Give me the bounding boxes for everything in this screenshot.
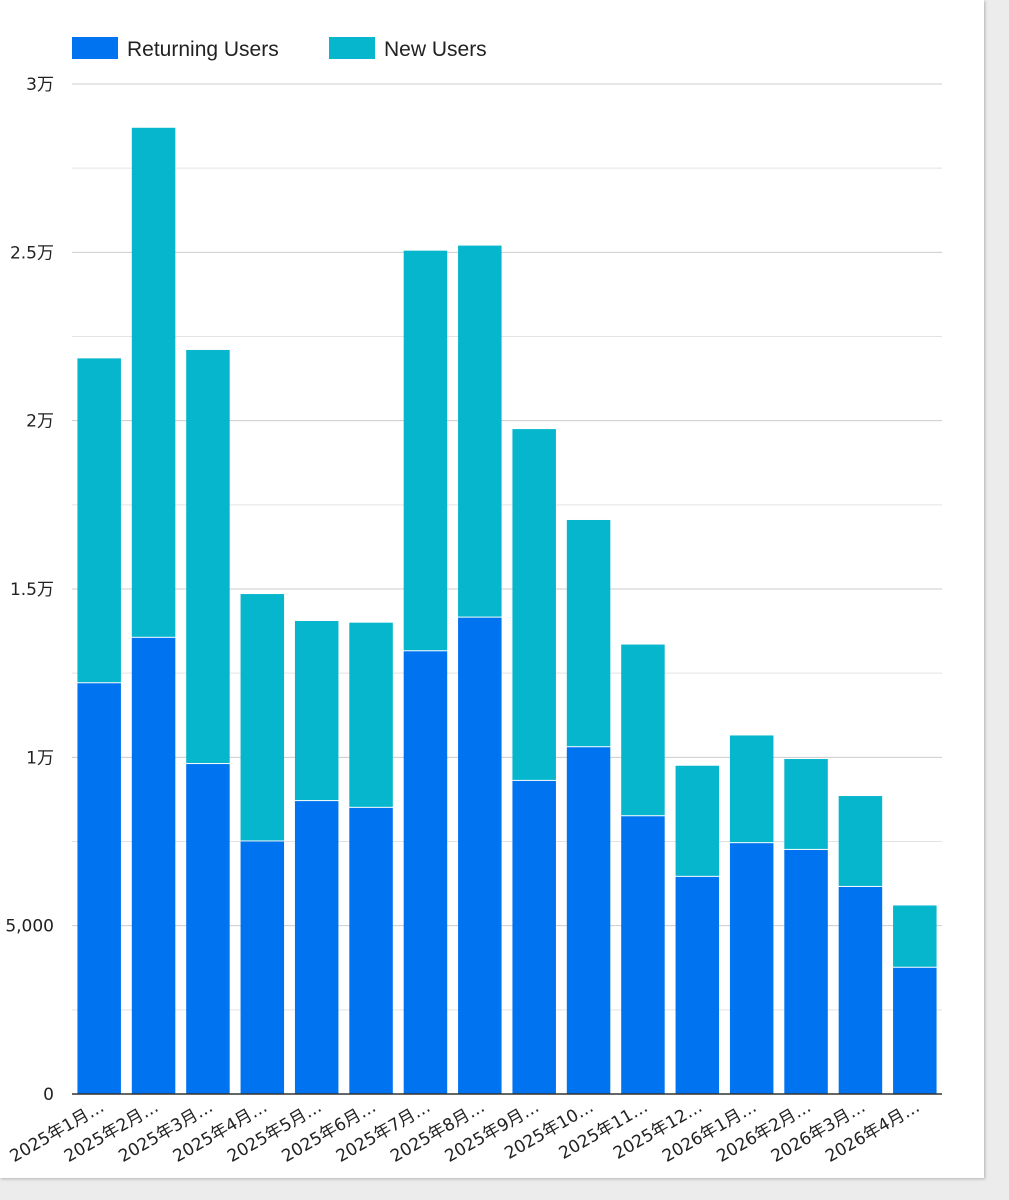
bar-new-users[interactable] (893, 905, 937, 967)
stacked-bar-chart: 05,0001万1.5万2万2.5万3万2025年1月…2025年2月…2025… (5, 37, 942, 1167)
y-tick-label: 1.5万 (10, 580, 54, 600)
legend-label-new-users[interactable]: New Users (384, 38, 487, 61)
bar-returning-users[interactable] (349, 807, 393, 1094)
bar-new-users[interactable] (349, 622, 393, 807)
bar-new-users[interactable] (403, 250, 448, 651)
bar-returning-users[interactable] (294, 801, 339, 1094)
bar-new-users[interactable] (675, 765, 720, 876)
legend-swatch-new-users[interactable] (329, 37, 375, 59)
bar-new-users[interactable] (131, 127, 176, 637)
bar-new-users[interactable] (77, 358, 121, 683)
bar-new-users[interactable] (186, 349, 230, 764)
bar-new-users[interactable] (294, 620, 339, 801)
bar-returning-users[interactable] (729, 843, 774, 1094)
chart-card: 0 5,000 1万 1.5万 2万 2.5万 3万 2025年1月… 2025年2月… 2025… (0, 0, 984, 1178)
bar-returning-users[interactable] (131, 637, 176, 1094)
bar-new-users[interactable] (621, 644, 665, 816)
legend-label-returning-users[interactable]: Returning Users (127, 38, 279, 61)
bar-returning-users[interactable] (838, 886, 883, 1094)
bar-new-users[interactable] (838, 796, 883, 886)
bar-returning-users[interactable] (186, 764, 230, 1094)
bar-new-users[interactable] (784, 759, 828, 849)
y-tick-label: 5,000 (5, 917, 54, 937)
legend-swatch-returning-users[interactable] (72, 37, 118, 59)
bar-returning-users[interactable] (566, 747, 611, 1094)
bar-new-users[interactable] (458, 245, 502, 617)
bar-returning-users[interactable] (893, 967, 937, 1094)
bar-new-users[interactable] (729, 735, 774, 843)
y-tick-label: 0 (43, 1085, 54, 1105)
bar-new-users[interactable] (512, 429, 556, 780)
bar-new-users[interactable] (566, 519, 611, 747)
bar-returning-users[interactable] (240, 841, 285, 1095)
y-tick-label: 3万 (26, 75, 54, 95)
bar-returning-users[interactable] (621, 816, 665, 1094)
y-tick-label: 2.5万 (10, 243, 54, 263)
bar-returning-users[interactable] (675, 876, 720, 1094)
y-tick-label: 2万 (26, 412, 54, 432)
bar-returning-users[interactable] (77, 683, 121, 1094)
bar-returning-users[interactable] (403, 651, 448, 1094)
bar-returning-users[interactable] (512, 780, 556, 1094)
bar-returning-users[interactable] (458, 617, 502, 1094)
bar-returning-users[interactable] (784, 849, 828, 1094)
bar-new-users[interactable] (240, 594, 285, 841)
y-tick-label: 1万 (26, 748, 54, 768)
